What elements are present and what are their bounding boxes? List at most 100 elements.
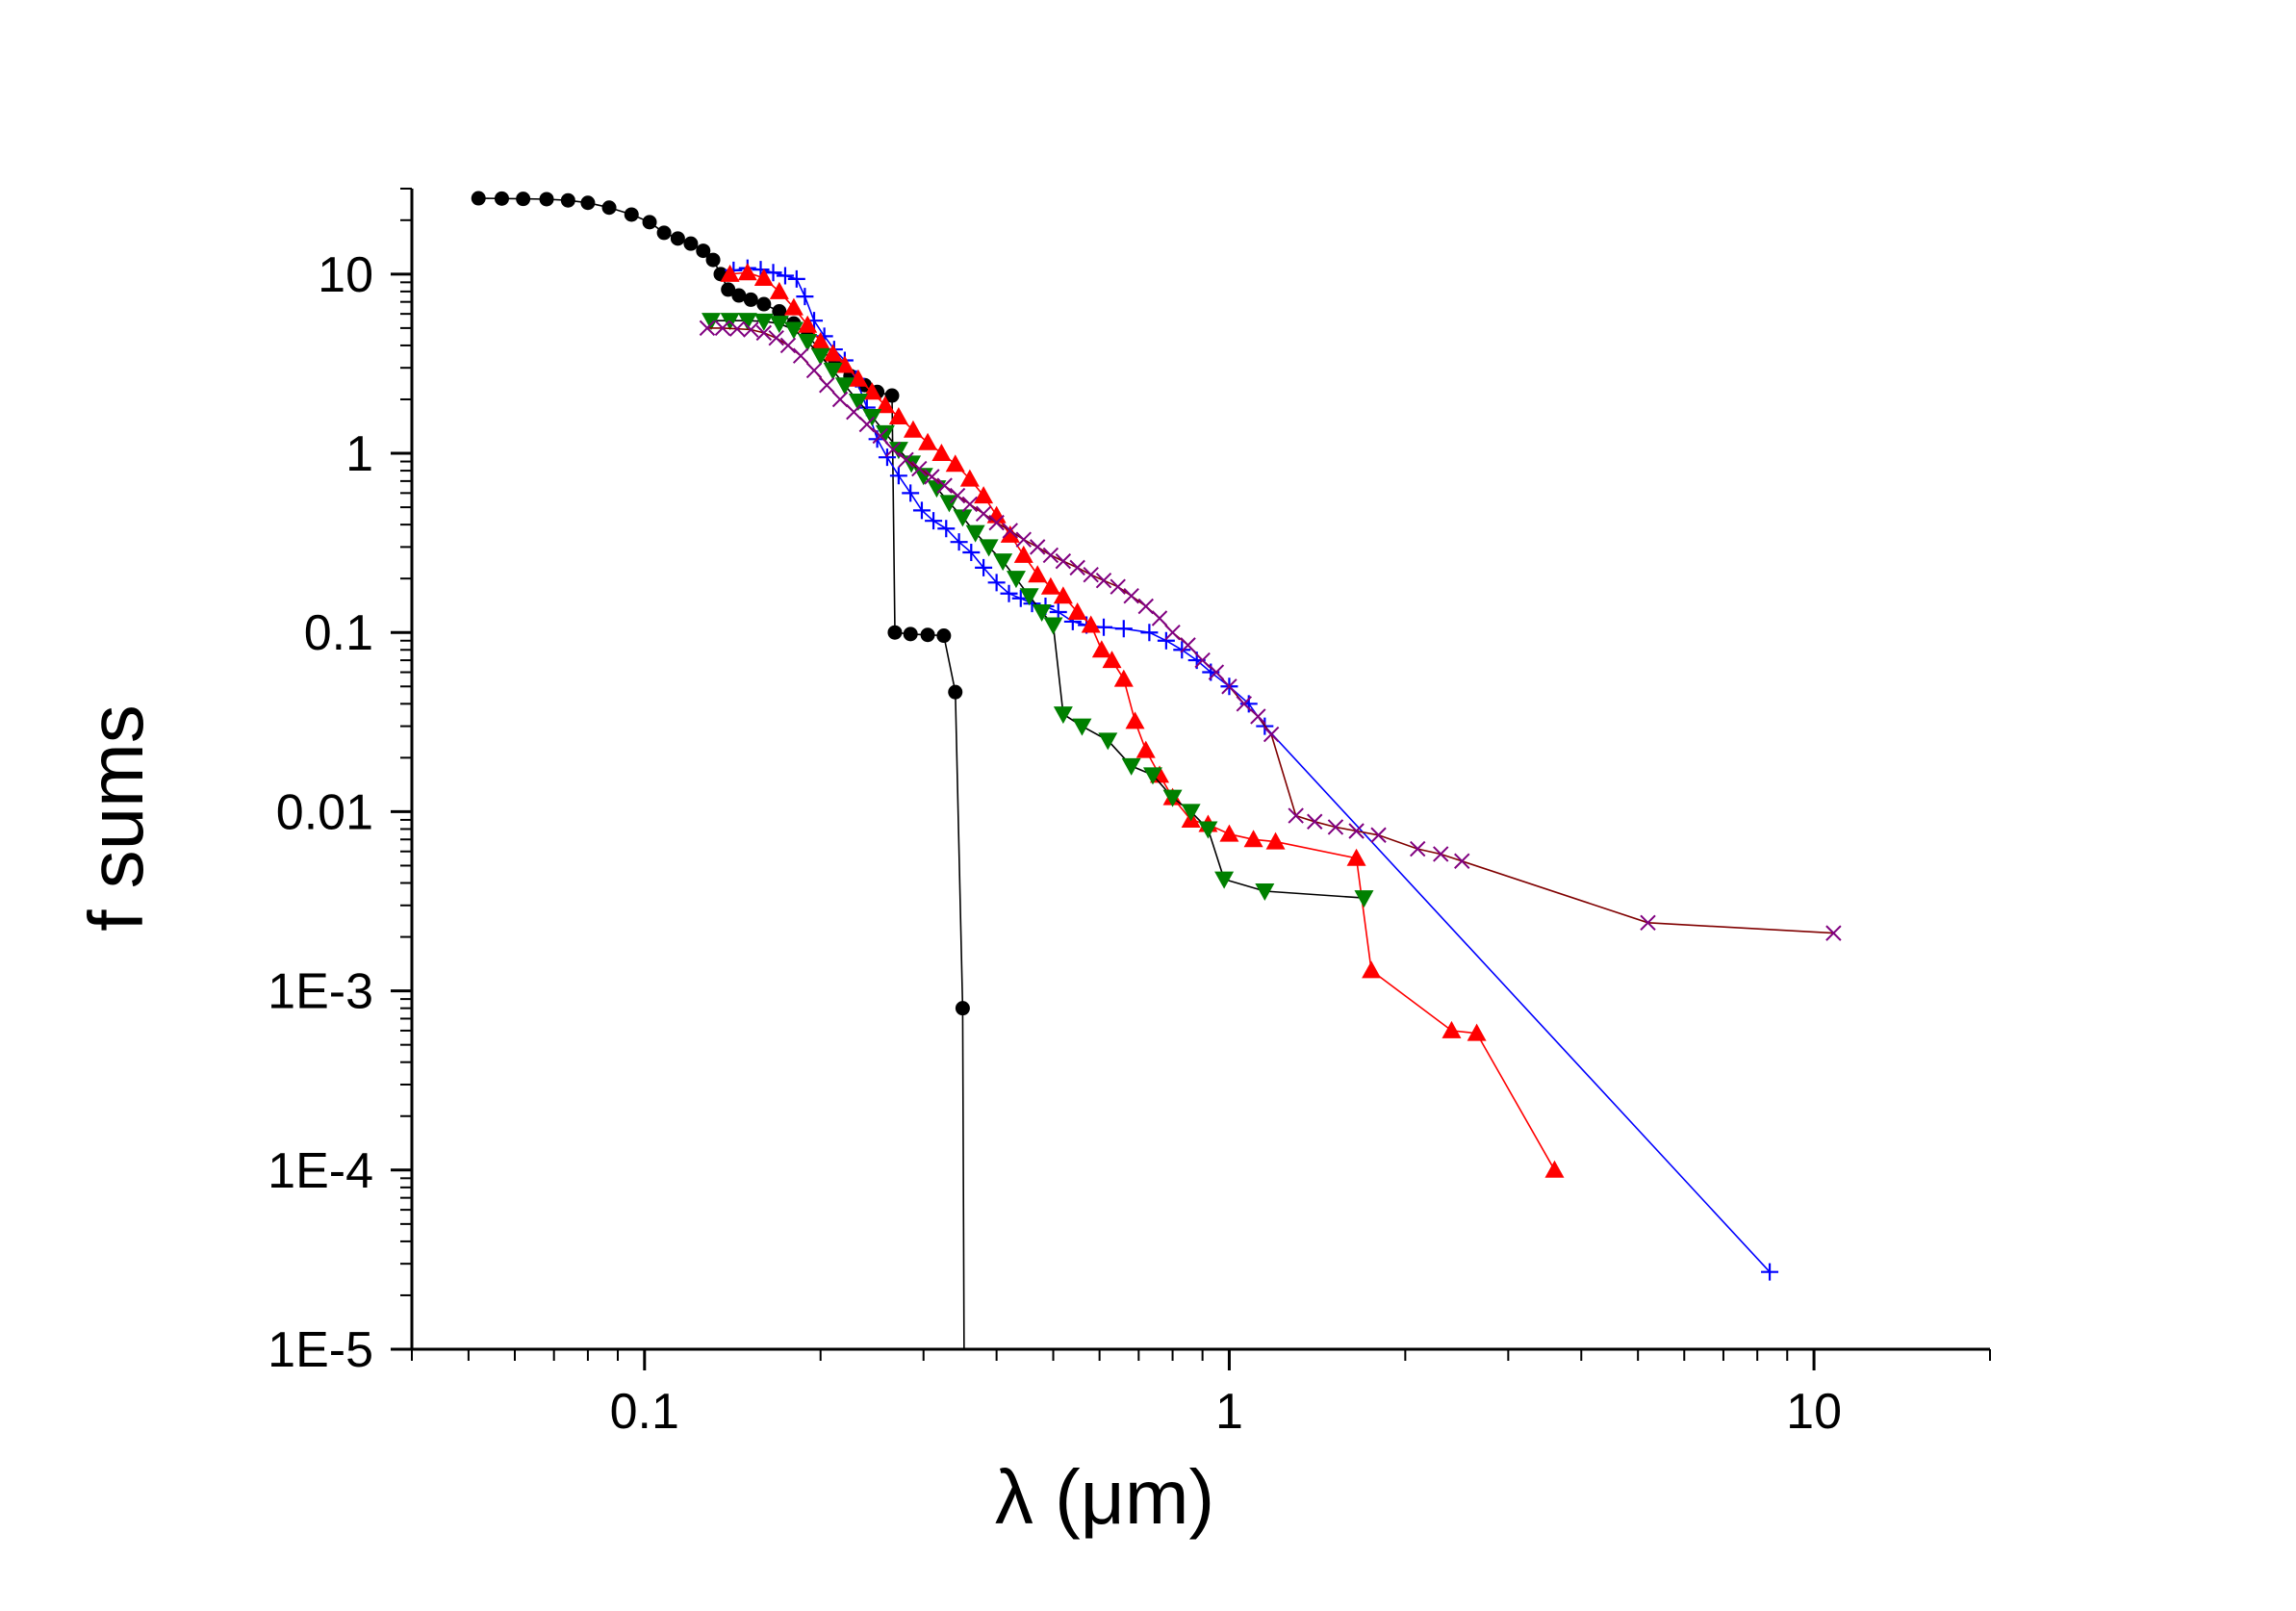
data-point-red-triangles-up (974, 486, 994, 504)
data-point-blue-plus (787, 269, 805, 288)
data-point-green-triangles-down (862, 409, 882, 427)
data-point-purple-crosses (1263, 726, 1280, 743)
data-point-green-triangles-down (888, 442, 908, 460)
data-point-black-circles (580, 195, 596, 211)
data-point-blue-plus (1157, 631, 1175, 650)
data-point-blue-plus (902, 484, 920, 502)
data-point-black-circles (955, 1001, 970, 1016)
data-point-purple-crosses (1327, 819, 1344, 835)
data-point-black-circles (683, 236, 699, 251)
data-point-green-triangles-down (1162, 789, 1183, 807)
data-point-blue-plus (764, 264, 782, 282)
data-point-blue-plus (878, 448, 896, 467)
data-point-blue-plus (925, 512, 943, 530)
series-line-blue-plus (733, 267, 1771, 1273)
y-tick-label: 1E-4 (268, 1143, 373, 1199)
data-point-purple-crosses (1055, 552, 1072, 570)
data-point-red-triangles-up (1441, 1020, 1462, 1038)
data-point-red-triangles-up (848, 369, 868, 387)
data-point-blue-plus (962, 543, 981, 561)
axes-layer: 1E-5 1E-4 1E-3 0.01 0.1 1 10 0.1 1 10 (268, 188, 1991, 1440)
data-point-black-circles (920, 627, 935, 643)
data-point-red-triangles-up (1102, 651, 1122, 669)
y-tick-label: 0.1 (304, 605, 373, 661)
data-point-black-circles (731, 288, 747, 303)
data-point-red-triangles-up (1467, 1023, 1487, 1041)
data-point-red-triangles-up (1265, 831, 1286, 850)
data-point-green-triangles-down (769, 316, 789, 334)
data-point-purple-crosses (1151, 610, 1168, 626)
data-point-red-triangles-up (1013, 545, 1033, 563)
data-point-red-triangles-up (720, 264, 740, 282)
y-tick-label: 1E-3 (268, 964, 373, 1020)
data-point-purple-crosses (961, 496, 979, 513)
data-point-green-triangles-down (1072, 718, 1092, 736)
data-point-black-circles (696, 243, 711, 259)
data-point-purple-crosses (1042, 547, 1059, 564)
data-point-purple-crosses (1250, 708, 1266, 725)
series-layer (471, 191, 1842, 1349)
data-point-red-triangles-up (959, 469, 980, 487)
data-point-purple-crosses (1221, 678, 1237, 695)
data-point-purple-crosses (1137, 598, 1154, 615)
series-red-triangles-up (720, 263, 1565, 1178)
data-point-green-triangles-down (953, 509, 973, 527)
data-point-purple-crosses (714, 320, 731, 337)
series-line-black-circles (478, 197, 965, 1349)
data-point-green-triangles-down (753, 313, 774, 331)
data-point-purple-crosses (1370, 827, 1387, 843)
data-point-green-triangles-down (965, 524, 985, 543)
data-point-black-circles (936, 628, 952, 644)
data-point-green-triangles-down (1255, 883, 1275, 902)
data-point-green-triangles-down (702, 313, 722, 331)
data-point-red-triangles-up (798, 315, 818, 333)
data-point-black-circles (948, 684, 963, 700)
data-point-red-triangles-up (903, 420, 923, 438)
data-point-blue-plus (1000, 584, 1018, 602)
data-point-green-triangles-down (810, 347, 830, 366)
data-point-black-circles (624, 207, 639, 222)
data-point-purple-crosses (858, 416, 876, 433)
data-point-purple-crosses (1029, 539, 1046, 555)
data-point-red-triangles-up (875, 396, 895, 414)
series-purple-crosses (699, 320, 1842, 941)
data-point-purple-crosses (1640, 914, 1656, 932)
data-point-red-triangles-up (1053, 586, 1073, 604)
series-green-triangles-down (702, 313, 1374, 908)
data-point-black-circles (743, 292, 758, 307)
data-point-green-triangles-down (1198, 821, 1218, 839)
data-point-red-triangles-up (1346, 848, 1366, 866)
data-point-green-triangles-down (1043, 617, 1063, 635)
data-point-purple-crosses (975, 505, 992, 523)
data-point-purple-crosses (898, 451, 914, 468)
data-point-red-triangles-up (1000, 524, 1020, 543)
data-point-black-circles (656, 225, 672, 241)
data-point-red-triangles-up (769, 281, 789, 299)
data-point-purple-crosses (936, 477, 953, 494)
data-point-blue-plus (1095, 618, 1112, 636)
data-point-black-circles (642, 215, 657, 230)
data-point-green-triangles-down (823, 362, 843, 380)
data-point-purple-crosses (819, 377, 835, 394)
series-blue-plus (725, 259, 1779, 1281)
data-point-red-triangles-up (1362, 960, 1382, 979)
data-point-black-circles (471, 191, 486, 206)
data-point-black-circles (516, 192, 531, 207)
data-point-black-circles (560, 192, 575, 208)
data-point-purple-crosses (1164, 625, 1181, 641)
x-tick-label: 10 (1786, 1384, 1842, 1440)
data-point-purple-crosses (743, 321, 759, 338)
data-point-blue-plus (937, 520, 956, 538)
data-point-red-triangles-up (918, 432, 938, 450)
data-point-purple-crosses (1307, 813, 1323, 830)
data-point-purple-crosses (728, 320, 746, 337)
data-point-black-circles (884, 388, 900, 403)
y-tick-label: 1 (345, 426, 373, 482)
data-point-blue-plus (1114, 620, 1133, 638)
data-point-green-triangles-down (979, 539, 999, 557)
data-point-red-triangles-up (1125, 711, 1145, 729)
data-point-purple-crosses (1208, 664, 1225, 680)
data-point-red-triangles-up (1067, 602, 1087, 621)
data-point-purple-crosses (755, 324, 773, 342)
